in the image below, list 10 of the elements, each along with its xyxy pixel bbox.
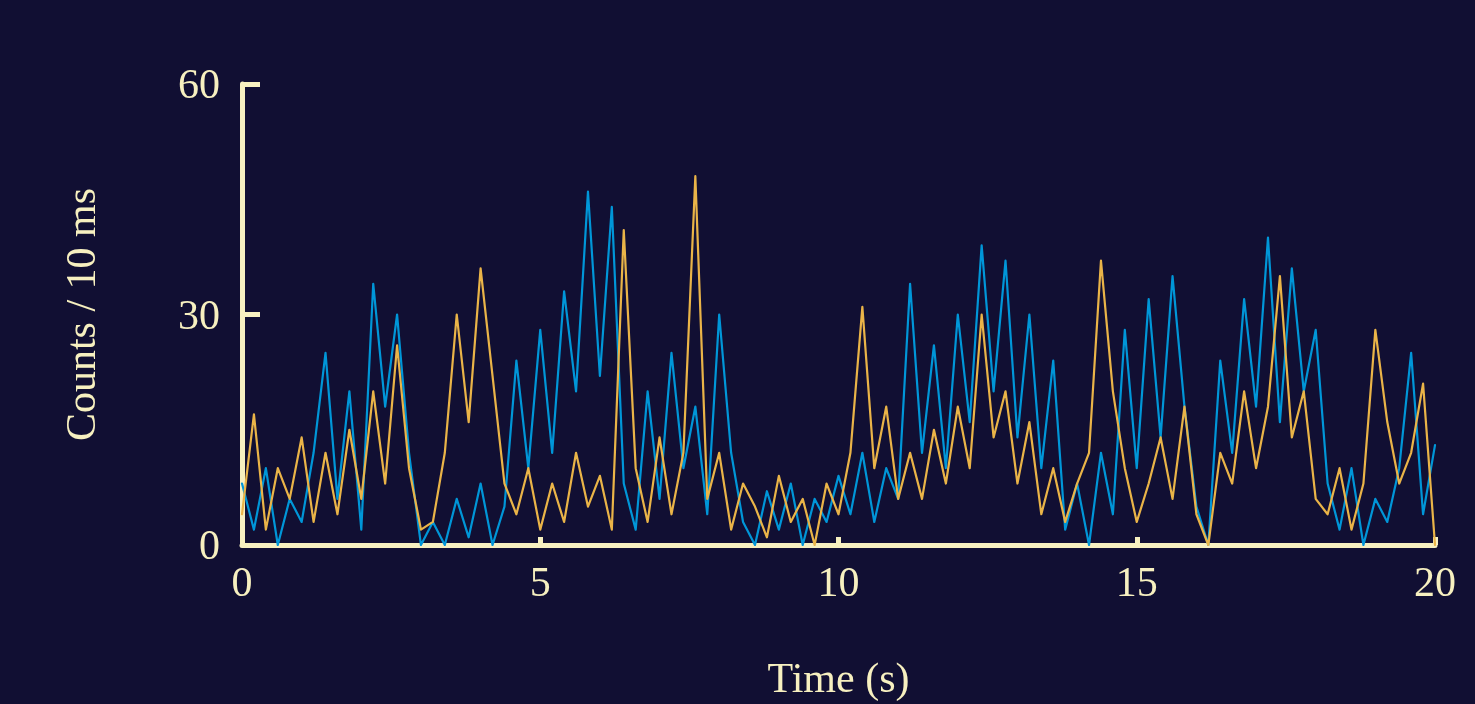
x-tick-label: 20 xyxy=(1414,559,1456,605)
x-tick-label: 0 xyxy=(231,559,253,605)
y-tick-label: 60 xyxy=(178,61,220,107)
y-tick-label: 0 xyxy=(199,522,220,568)
x-tick-label: 5 xyxy=(529,559,551,605)
x-tick-label: 15 xyxy=(1115,559,1158,605)
x-axis-title: Time (s) xyxy=(767,655,910,702)
y-tick-label: 30 xyxy=(178,291,220,338)
x-tick-label: 10 xyxy=(817,559,860,605)
y-axis-title: Counts / 10 ms xyxy=(58,187,104,442)
